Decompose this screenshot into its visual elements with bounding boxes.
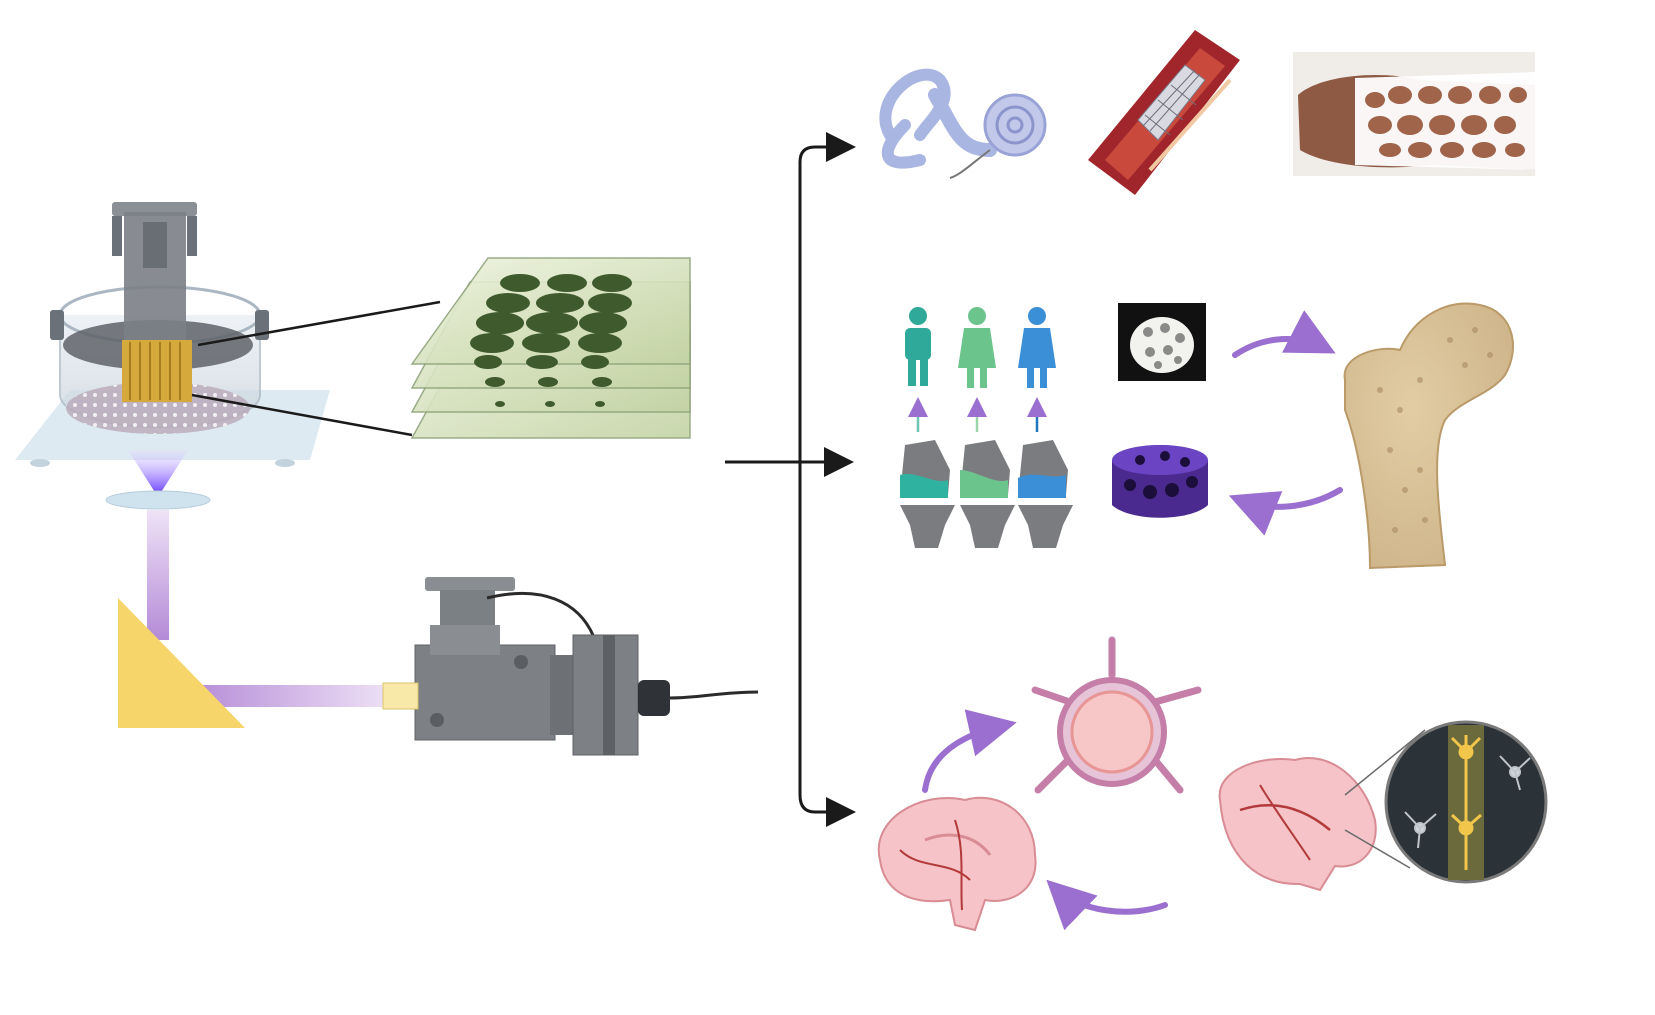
uv-light-cone [128, 450, 188, 497]
projection-window [106, 491, 210, 509]
bone-cycle-arrows [1235, 339, 1340, 507]
brain-sagittal [879, 798, 1036, 930]
knee-joint-2 [960, 440, 1015, 548]
patient-specific-knee-implants [900, 307, 1073, 548]
vascular-stent [1088, 30, 1240, 195]
flow-arrows [725, 147, 850, 812]
person-icon-2 [958, 307, 996, 388]
knee-joint-3 [1018, 440, 1073, 548]
light-beam-vertical [147, 510, 169, 640]
wrist-cast [1293, 52, 1535, 176]
printer-assembly [15, 202, 330, 509]
porous-bone-scaffold [1118, 303, 1206, 381]
brain-with-neuron-inset [1220, 722, 1546, 890]
person-icon-3 [1018, 307, 1056, 388]
layer-stack [412, 258, 690, 438]
knee-joint-1 [900, 440, 955, 548]
printed-part [122, 340, 192, 402]
build-platform [112, 202, 197, 352]
prism-mirror [118, 598, 245, 728]
bone-scaffold-purple [1112, 445, 1208, 518]
person-icon-1 [905, 307, 931, 386]
inner-ear-cochlear-implant [885, 75, 1045, 178]
light-projector [383, 577, 758, 755]
vessel-cross-section [1035, 640, 1198, 790]
femur-bone [1345, 303, 1513, 568]
